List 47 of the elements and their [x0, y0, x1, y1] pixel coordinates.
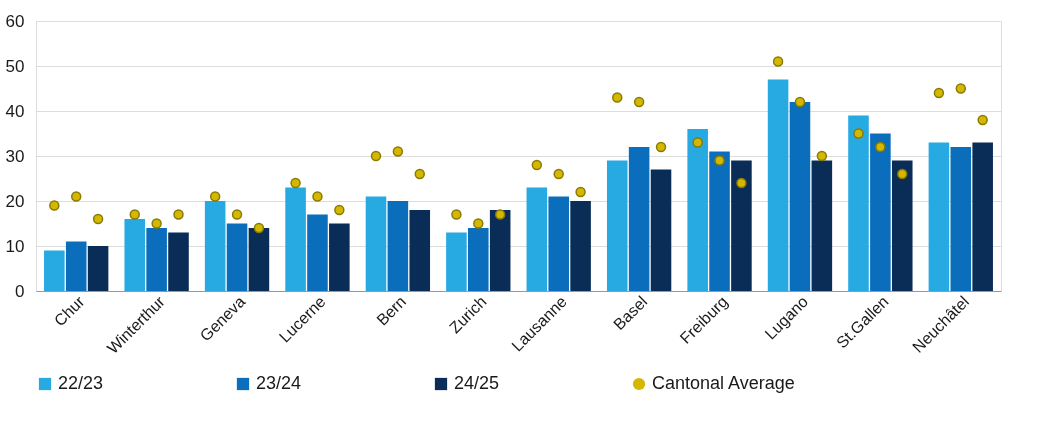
bar [628, 147, 650, 291]
bar [44, 250, 65, 291]
legend-label: 24/25 [454, 373, 500, 393]
bar [811, 160, 833, 291]
bar [950, 147, 972, 291]
bar [226, 223, 248, 291]
bar [204, 201, 226, 291]
bar [387, 201, 409, 291]
bar [972, 142, 993, 291]
bar [329, 223, 350, 291]
bar [468, 228, 489, 291]
bar [789, 102, 811, 291]
legend-label: 23/24 [256, 373, 302, 393]
bar [650, 169, 672, 291]
bar [731, 160, 752, 291]
bar [365, 196, 387, 291]
bar [767, 79, 789, 291]
legend-label: 22/23 [58, 373, 104, 393]
bar [307, 214, 328, 291]
bar [687, 129, 708, 291]
bar [65, 241, 87, 291]
legend-label: Cantonal Average [652, 373, 795, 393]
bar [848, 115, 869, 291]
bar [248, 228, 270, 291]
y-tick-label: 60 [5, 11, 25, 31]
bar [124, 219, 146, 291]
bar [168, 232, 189, 291]
bar [570, 201, 591, 291]
bar [709, 151, 730, 291]
bar [548, 196, 569, 291]
bar [928, 142, 950, 291]
bar [526, 187, 548, 291]
bar [870, 133, 891, 291]
bar [146, 228, 167, 291]
y-tick-label: 20 [5, 191, 25, 211]
bar [489, 210, 511, 291]
bar [409, 210, 431, 291]
bar [891, 160, 913, 291]
y-tick-label: 30 [5, 146, 25, 166]
y-tick-label: 40 [5, 101, 25, 121]
bar [87, 246, 109, 291]
bar [446, 232, 467, 291]
y-tick-label: 0 [15, 281, 25, 301]
y-tick-label: 50 [5, 56, 25, 76]
bar [606, 160, 628, 291]
y-tick-label: 10 [5, 236, 25, 256]
bar [285, 187, 306, 291]
